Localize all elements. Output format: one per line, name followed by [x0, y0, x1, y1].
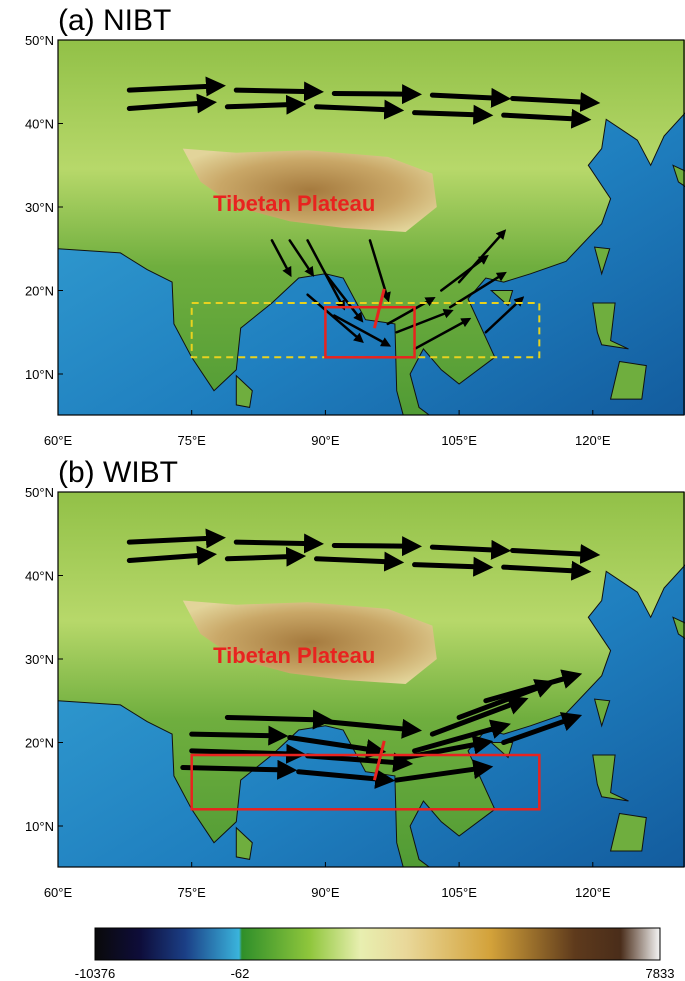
- wind-arrow: [412, 556, 494, 577]
- panel-title: (b) WIBT: [58, 456, 178, 489]
- x-tick-label: 90°E: [311, 885, 340, 900]
- wind-arrow: [395, 308, 454, 334]
- y-tick-label: 10°N: [25, 819, 54, 834]
- annotation: Tibetan Plateau: [213, 191, 375, 216]
- island: [593, 246, 611, 276]
- x-tick-label: 105°E: [441, 885, 477, 900]
- plateau: [182, 148, 437, 232]
- wind-arrow: [180, 759, 298, 780]
- wind-arrow: [429, 539, 512, 560]
- wind-arrow: [394, 734, 494, 762]
- map-frame: [57, 39, 685, 416]
- x-tick-label: 120°E: [575, 433, 611, 448]
- y-tick-label: 20°N: [25, 736, 54, 751]
- wind-arrow: [331, 536, 423, 557]
- y-tick-label: 30°N: [25, 200, 54, 215]
- wind-arrow: [324, 272, 364, 323]
- y-tick-label: 30°N: [25, 652, 54, 667]
- wind-arrow: [412, 719, 511, 754]
- colorbar-label: 7833: [646, 966, 675, 981]
- island: [609, 360, 647, 400]
- colorbar-label: -62: [231, 966, 250, 981]
- plateau: [182, 600, 437, 684]
- colorbar-scale: [94, 927, 661, 961]
- x-tick-label: 120°E: [575, 885, 611, 900]
- annotation: Tibetan Plateau: [213, 643, 375, 668]
- wind-arrow: [510, 91, 601, 112]
- island: [593, 698, 611, 728]
- wind-arrow: [440, 254, 489, 292]
- wind-arrow: [448, 271, 507, 309]
- island: [592, 302, 629, 350]
- x-tick-label: 75°E: [178, 885, 207, 900]
- panel-title: (a) NIBT: [58, 4, 171, 37]
- wind-arrow: [305, 752, 414, 773]
- x-tick-label: 75°E: [178, 433, 207, 448]
- colorbar: -10376 -62 7833: [75, 927, 675, 981]
- red-marker: [372, 740, 386, 781]
- wind-arrow: [189, 743, 307, 764]
- wind-arrow: [429, 695, 529, 737]
- wind-arrow: [483, 669, 583, 704]
- map: Tibetan Plateau: [58, 40, 685, 415]
- y-tick-label: 50°N: [25, 33, 54, 48]
- wind-arrow: [412, 104, 494, 125]
- wind-arrow: [322, 718, 423, 739]
- wind-arrow: [288, 239, 315, 277]
- island: [489, 290, 514, 307]
- wind-arrow: [501, 560, 592, 581]
- region-box: [190, 753, 541, 811]
- wind-arrow: [287, 734, 387, 759]
- y-tick-label: 20°N: [25, 284, 54, 299]
- wind-arrow: [413, 317, 472, 351]
- wind-arrow: [457, 229, 507, 284]
- map-panel: Tibetan Plateau (b) WIBT 50°N 40°N 30°N 20°N 1…: [25, 456, 685, 900]
- wind-arrow: [333, 314, 392, 347]
- wind-arrow: [233, 81, 324, 102]
- wind-arrow: [189, 725, 289, 746]
- wind-arrow: [126, 76, 226, 97]
- island: [592, 754, 629, 802]
- wind-arrow: [331, 84, 423, 105]
- wind-arrow: [224, 709, 333, 730]
- colorbar-label: -10376: [75, 966, 115, 981]
- map: Tibetan Plateau: [58, 492, 685, 867]
- wind-arrow: [501, 712, 583, 745]
- x-tick-label: 60°E: [44, 433, 73, 448]
- x-tick-label: 60°E: [44, 885, 73, 900]
- island: [609, 812, 647, 852]
- wind-arrow: [126, 528, 226, 549]
- red-marker: [372, 288, 386, 329]
- y-tick-label: 50°N: [25, 485, 54, 500]
- region-box: [324, 305, 416, 359]
- wind-arrow: [313, 99, 405, 120]
- wind-arrow: [510, 543, 601, 564]
- wind-arrow: [394, 759, 494, 783]
- y-tick-label: 40°N: [25, 569, 54, 584]
- wind-arrow: [429, 87, 512, 108]
- wind-arrow: [501, 108, 592, 129]
- wind-arrow: [484, 296, 525, 334]
- map-panel: Tibetan Plateau (a) NIBT 50°N 40°N 30°N 20°N 1…: [25, 4, 685, 448]
- wind-arrow: [126, 545, 218, 566]
- island: [235, 374, 253, 408]
- wind-arrow: [233, 533, 324, 554]
- wind-arrow: [224, 94, 307, 115]
- x-tick-label: 105°E: [441, 433, 477, 448]
- x-tick-label: 90°E: [311, 433, 340, 448]
- wind-arrow: [270, 239, 292, 278]
- island: [235, 826, 253, 860]
- wind-arrow: [296, 768, 396, 789]
- map-frame: [57, 491, 685, 868]
- y-tick-label: 10°N: [25, 367, 54, 382]
- wind-arrow: [126, 93, 218, 114]
- wind-arrow: [224, 546, 307, 567]
- y-tick-label: 40°N: [25, 117, 54, 132]
- region-box-dashed: [190, 302, 541, 359]
- wind-arrow: [313, 551, 405, 572]
